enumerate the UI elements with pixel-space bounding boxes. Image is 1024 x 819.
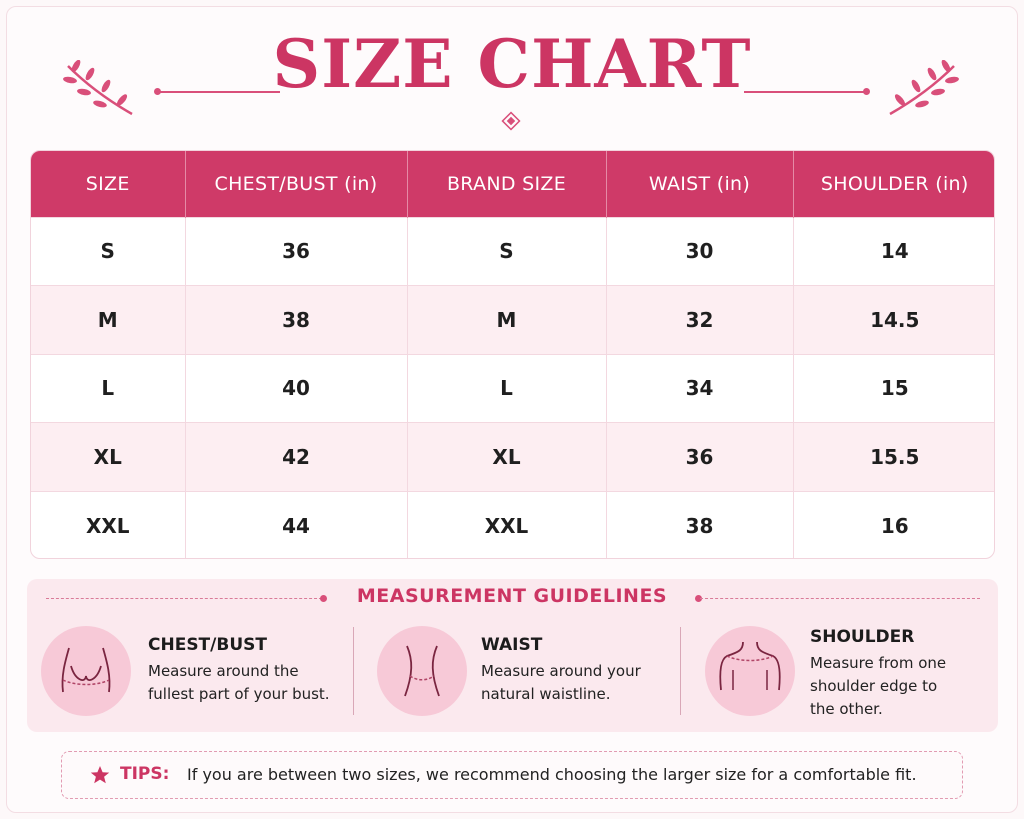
waist-icon [404, 645, 440, 697]
table-cell: 38 [185, 285, 408, 355]
guideline-line: shoulder edge to [810, 677, 938, 695]
chest-icon [61, 647, 111, 693]
table-cell: XL [407, 422, 607, 492]
table-cell: S [407, 216, 607, 286]
table-row: XXL 44 XXL 38 16 [31, 490, 994, 558]
table-row: S 36 S 30 14 [31, 216, 994, 286]
guideline-separator [353, 627, 354, 715]
table-cell: 36 [606, 422, 794, 492]
table-cell: 38 [606, 490, 794, 558]
table-cell: 14 [793, 216, 994, 286]
table-cell: 30 [606, 216, 794, 286]
divider-dot [320, 595, 327, 602]
leaf-sprig-left-icon [63, 60, 133, 116]
tips-label: TIPS: [120, 764, 170, 784]
column-header-shoulder: SHOULDER (in) [820, 172, 969, 195]
table-cell: XXL [31, 490, 186, 558]
tips-text: If you are between two sizes, we recomme… [187, 765, 917, 784]
guidelines-divider-right [700, 598, 980, 599]
shoulder-guideline-text: Measure from one shoulder edge to the ot… [810, 652, 946, 721]
guideline-line: Measure around the [148, 662, 299, 680]
chest-guideline-heading: CHEST/BUST [148, 635, 267, 655]
size-table: SIZE CHEST/BUST (in) BRAND SIZE WAIST (i… [30, 150, 995, 559]
diamond-ornament-icon [501, 111, 521, 131]
column-header-waist: WAIST (in) [606, 151, 794, 217]
divider-dot [695, 595, 702, 602]
table-row: L 40 L 34 15 [31, 353, 994, 423]
table-cell: M [407, 285, 607, 355]
table-cell: L [31, 353, 186, 423]
divider-dot [154, 88, 161, 95]
table-cell: S [31, 216, 186, 286]
guideline-line: the other. [810, 700, 883, 718]
title-divider-right [744, 91, 866, 93]
chest-guideline-text: Measure around the fullest part of your … [148, 660, 330, 706]
table-cell: 15.5 [793, 422, 994, 492]
table-cell: M [31, 285, 186, 355]
guideline-line: fullest part of your bust. [148, 685, 330, 703]
table-cell: 16 [793, 490, 994, 558]
table-cell: XL [31, 422, 186, 492]
table-row: XL 42 XL 36 15.5 [31, 422, 994, 492]
waist-icon-circle [377, 626, 467, 716]
table-cell: 14.5 [793, 285, 994, 355]
guidelines-title: MEASUREMENT GUIDELINES [356, 585, 668, 607]
waist-guideline-heading: WAIST [481, 635, 543, 655]
table-cell: L [407, 353, 607, 423]
shoulder-icon [719, 641, 781, 691]
guideline-separator [680, 627, 681, 715]
guidelines-divider-left [46, 598, 322, 599]
chest-icon-circle [41, 626, 131, 716]
table-cell: 42 [185, 422, 408, 492]
guideline-line: natural waistline. [481, 685, 611, 703]
table-cell: 44 [185, 490, 408, 558]
star-icon [90, 766, 110, 784]
table-cell: XXL [407, 490, 607, 558]
table-row: M 38 M 32 14.5 [31, 285, 994, 355]
table-cell: 40 [185, 353, 408, 423]
title-divider-left [160, 91, 280, 93]
column-header-brand-size: BRAND SIZE [407, 151, 607, 217]
column-header-chest: CHEST/BUST (in) [185, 151, 408, 217]
waist-guideline-text: Measure around your natural waistline. [481, 660, 641, 706]
guideline-line: Measure around your [481, 662, 641, 680]
table-cell: 15 [793, 353, 994, 423]
divider-dot [863, 88, 870, 95]
guidelines-panel [27, 579, 998, 732]
table-cell: 32 [606, 285, 794, 355]
column-header-size: SIZE [31, 151, 186, 217]
tips-box [61, 751, 963, 799]
table-header-row: SIZE CHEST/BUST (in) BRAND SIZE WAIST (i… [31, 151, 994, 217]
leaf-sprig-right-icon [889, 60, 959, 116]
table-cell: 36 [185, 216, 408, 286]
table-cell: 34 [606, 353, 794, 423]
shoulder-guideline-heading: SHOULDER [810, 627, 915, 647]
page-title: SIZE CHART [272, 25, 752, 103]
shoulder-icon-circle [705, 626, 795, 716]
guideline-line: Measure from one [810, 654, 947, 672]
